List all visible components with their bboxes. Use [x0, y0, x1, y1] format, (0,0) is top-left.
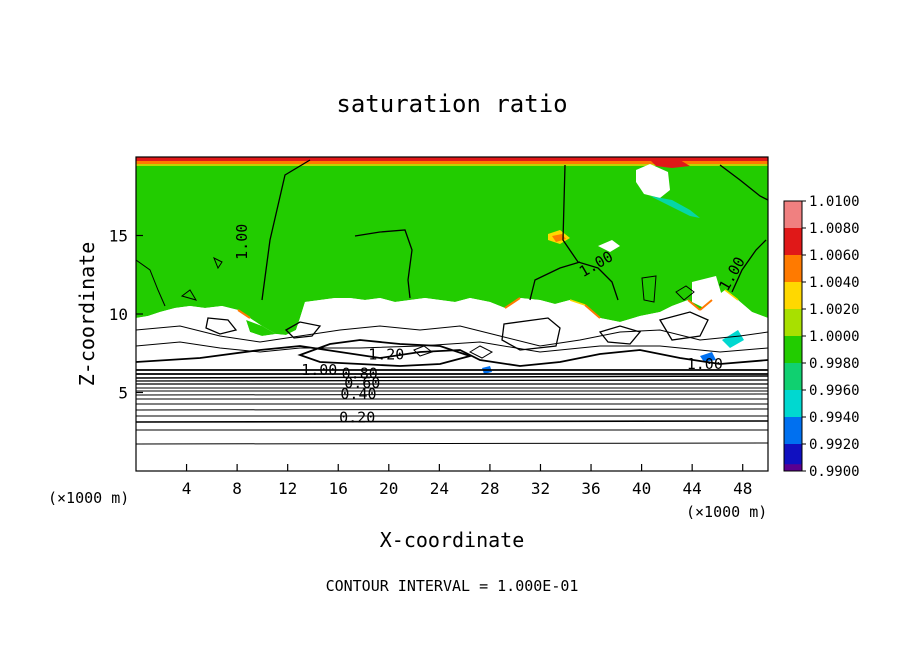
colorbar-label: 1.0100 [809, 194, 860, 210]
colorbar-swatch [784, 363, 802, 391]
y-tick-label: 5 [118, 384, 128, 403]
colorbar-label: 1.0020 [809, 302, 860, 318]
colorbar-swatch [784, 336, 802, 364]
contour-label: 1.00 [233, 224, 251, 260]
y-tick-label: 15 [109, 227, 128, 246]
colorbar-label: 0.9940 [809, 410, 860, 426]
x-tick-label: 40 [632, 479, 651, 498]
colorbar-swatch [784, 417, 802, 445]
x-tick-label: 48 [733, 479, 752, 498]
colorbar-label: 1.0000 [809, 329, 860, 345]
x-tick-label: 24 [430, 479, 449, 498]
x-tick-label: 32 [531, 479, 550, 498]
x-tick-label: 20 [379, 479, 398, 498]
contour-label: 0.20 [339, 408, 375, 426]
contour-label: 1.00 [687, 355, 723, 373]
colorbar-swatch [784, 255, 802, 283]
colorbar-label: 0.9960 [809, 383, 860, 399]
colorbar-label: 0.9900 [809, 464, 860, 480]
chart-title: saturation ratio [336, 90, 567, 118]
contour-interval-note: CONTOUR INTERVAL = 1.000E-01 [326, 577, 579, 595]
x-tick-label: 8 [232, 479, 242, 498]
colorbar-label: 1.0080 [809, 221, 860, 237]
colorbar-swatch [784, 309, 802, 337]
contour-label: 1.00 [301, 361, 337, 379]
colorbar-swatch [784, 390, 802, 418]
x-unit-label-right: (×1000 m) [686, 503, 767, 521]
colorbar-label: 1.0060 [809, 248, 860, 264]
x-tick-label: 28 [480, 479, 499, 498]
x-axis-label: X-coordinate [380, 528, 525, 552]
x-tick-label: 16 [329, 479, 348, 498]
colorbar-swatch [784, 228, 802, 256]
contour-label: 0.40 [340, 385, 376, 403]
x-unit-label-left: (×1000 m) [48, 489, 129, 507]
x-tick-label: 44 [683, 479, 702, 498]
x-tick-label: 12 [278, 479, 297, 498]
contour-label: 1.20 [368, 346, 404, 364]
colorbar: 1.0100 1.0080 1.0060 1.0040 1.0020 1.0000 0.99… [784, 194, 860, 480]
colorbar-swatch [784, 464, 802, 471]
y-tick-label: 10 [109, 305, 128, 324]
x-tick-label: 4 [182, 479, 192, 498]
colorbar-swatch [784, 282, 802, 310]
colorbar-swatch [784, 201, 802, 229]
colorbar-label: 0.9980 [809, 356, 860, 372]
y-axis-label: Z-coordinate [75, 242, 99, 387]
x-tick-label: 36 [581, 479, 600, 498]
plot-area [136, 157, 768, 471]
colorbar-label: 1.0040 [809, 275, 860, 291]
colorbar-label: 0.9920 [809, 437, 860, 453]
